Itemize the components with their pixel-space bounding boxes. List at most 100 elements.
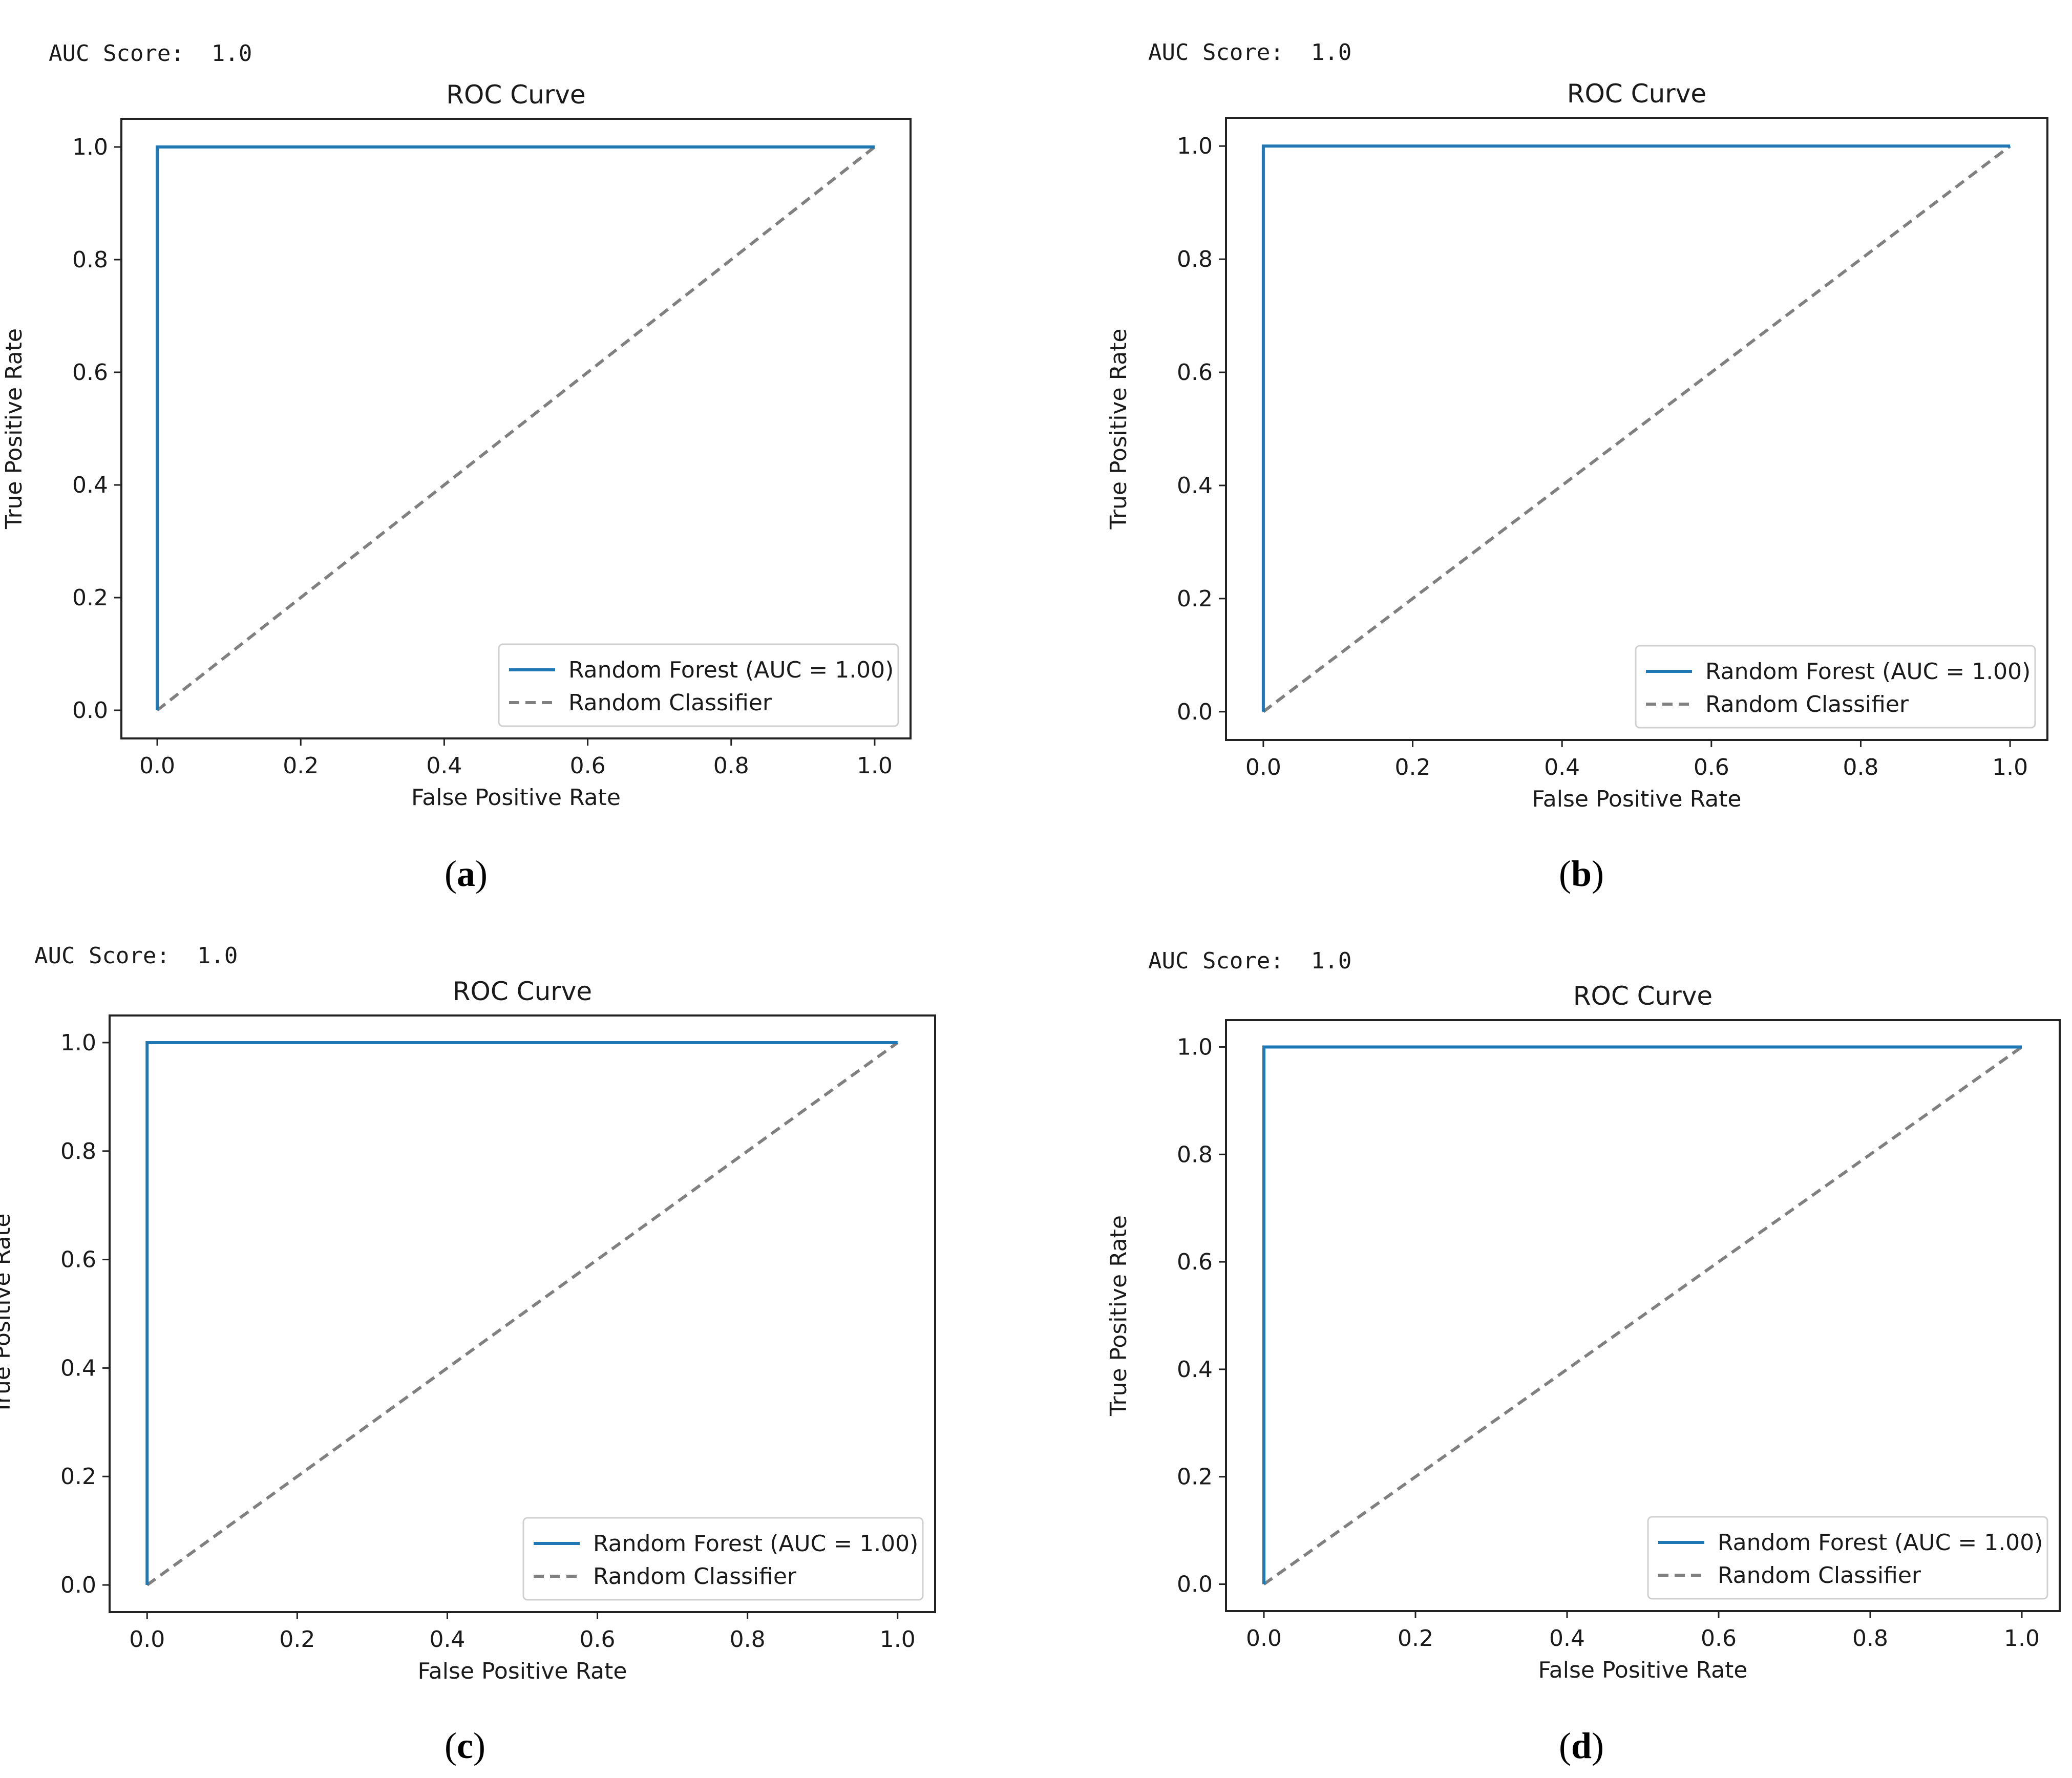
x-axis-label: False Positive Rate — [418, 1658, 627, 1684]
auc-score-label: AUC Score: — [1148, 39, 1284, 66]
random-classifier-line — [1262, 144, 2011, 713]
x-tick-label: 0.4 — [429, 1626, 465, 1653]
legend-label: Random Forest (AUC = 1.00) — [1718, 1530, 2043, 1556]
y-tick-label: 0.2 — [60, 1464, 96, 1490]
y-tick-label: 0.6 — [72, 359, 108, 386]
y-tick-label: 0.8 — [1177, 1141, 1213, 1168]
chart-title: ROC Curve — [446, 80, 585, 110]
y-axis-label: True Positive Rate — [0, 1214, 15, 1415]
caption-letter: b — [1571, 853, 1592, 894]
auc-score-label: AUC Score: — [34, 943, 170, 969]
y-tick-label: 1.0 — [1177, 133, 1213, 159]
x-tick-label: 0.6 — [1694, 754, 1729, 780]
y-tick-label: 0.4 — [1177, 1357, 1213, 1383]
roc-chart-c: ROC Curve 0.0 0.2 0.4 0.6 0.8 1.0 0.0 0.2 0.4 0.6 0… — [0, 977, 936, 1684]
random-forest-roc-line — [156, 145, 875, 710]
caption-letter: d — [1571, 1725, 1592, 1766]
y-tick-label: 1.0 — [72, 134, 108, 160]
y-tick-label: 1.0 — [60, 1030, 96, 1056]
x-axis-label: False Positive Rate — [1532, 786, 1742, 812]
legend-label: Random Classifier — [1718, 1562, 1921, 1589]
x-tick-label: 0.2 — [1395, 754, 1431, 780]
random-classifier-line — [146, 1041, 899, 1586]
x-tick-label: 0.4 — [426, 753, 462, 779]
axes-frame — [109, 1014, 936, 1613]
caption-letter: a — [456, 853, 475, 894]
y-tick-label: 0.4 — [72, 472, 108, 498]
y-axis-label: True Positive Rate — [1106, 1215, 1132, 1416]
chart-title: ROC Curve — [1573, 981, 1712, 1011]
caption-c: (c) — [445, 1725, 485, 1766]
axes-frame — [120, 118, 912, 739]
x-tick-label: 0.0 — [1245, 754, 1281, 780]
random-classifier-line — [156, 145, 876, 712]
legend-label: Random Forest (AUC = 1.00) — [568, 657, 894, 683]
y-tick-label: 0.2 — [72, 585, 108, 611]
x-tick-label: 0.0 — [129, 1626, 165, 1653]
auc-score-line-a: AUC Score: 1.0 — [22, 14, 252, 67]
legend-label: Random Classifier — [568, 690, 772, 716]
y-tick-label: 0.0 — [60, 1572, 96, 1598]
y-tick-label: 0.6 — [1177, 359, 1213, 386]
y-tick-label: 0.8 — [1177, 246, 1213, 272]
auc-score-value: 1.0 — [211, 40, 252, 67]
legend-box — [522, 1517, 924, 1601]
x-tick-label: 0.4 — [1549, 1625, 1585, 1652]
chart-title: ROC Curve — [453, 977, 592, 1006]
auc-score-line-d: AUC Score: 1.0 — [1121, 922, 1351, 974]
x-axis-label: False Positive Rate — [1538, 1657, 1748, 1683]
x-tick-label: 0.8 — [730, 1626, 766, 1653]
y-tick-label: 0.6 — [60, 1247, 96, 1273]
auc-score-line-c: AUC Score: 1.0 — [7, 917, 238, 969]
legend-box — [498, 643, 899, 727]
legend-label: Random Classifier — [593, 1563, 797, 1590]
y-tick-label: 0.8 — [72, 247, 108, 273]
x-tick-label: 0.2 — [1398, 1625, 1433, 1652]
x-tick-label: 0.6 — [1701, 1625, 1737, 1652]
x-tick-label: 1.0 — [1992, 754, 2028, 780]
auc-score-value: 1.0 — [197, 943, 238, 969]
x-tick-label: 0.0 — [1246, 1625, 1282, 1652]
auc-score-value: 1.0 — [1310, 948, 1352, 974]
x-tick-label: 0.8 — [1843, 754, 1878, 780]
caption-a: (a) — [445, 853, 488, 894]
chart-title: ROC Curve — [1567, 79, 1706, 109]
caption-b: (b) — [1559, 853, 1604, 894]
random-forest-roc-line — [1261, 144, 2011, 712]
y-tick-label: 0.8 — [60, 1138, 96, 1165]
x-tick-label: 0.4 — [1544, 754, 1580, 780]
x-tick-label: 0.8 — [1852, 1625, 1888, 1652]
y-axis-label: True Positive Rate — [1, 328, 27, 530]
auc-score-label: AUC Score: — [1148, 948, 1284, 974]
x-tick-label: 0.0 — [139, 753, 175, 779]
random-forest-roc-line — [1262, 1045, 2022, 1584]
x-tick-label: 1.0 — [857, 753, 893, 779]
auc-score-line-b: AUC Score: 1.0 — [1121, 13, 1351, 66]
random-forest-roc-line — [145, 1041, 898, 1585]
y-tick-label: 0.0 — [72, 697, 108, 724]
y-axis-label: True Positive Rate — [1106, 329, 1132, 530]
x-tick-label: 1.0 — [2004, 1625, 2040, 1652]
auc-score-label: AUC Score: — [48, 40, 184, 67]
caption-letter: c — [456, 1725, 473, 1766]
roc-chart-b: ROC Curve 0.0 0.2 0.4 0.6 0.8 1.0 0.0 0.2 0.4 0.6 0… — [1106, 79, 2048, 812]
legend-box — [1635, 645, 2036, 729]
auc-score-value: 1.0 — [1310, 39, 1352, 66]
legend-box — [1647, 1516, 2048, 1600]
x-tick-label: 0.6 — [580, 1626, 616, 1653]
caption-d: (d) — [1559, 1725, 1604, 1766]
x-tick-label: 0.2 — [279, 1626, 315, 1653]
axes-frame — [1225, 1019, 2061, 1612]
legend-label: Random Classifier — [1705, 691, 1909, 717]
y-tick-label: 0.0 — [1177, 1572, 1213, 1598]
axes-frame — [1225, 117, 2048, 741]
y-tick-label: 0.2 — [1177, 1464, 1213, 1490]
random-classifier-line — [1263, 1046, 2023, 1585]
legend-label: Random Forest (AUC = 1.00) — [1705, 659, 2031, 685]
legend-label: Random Forest (AUC = 1.00) — [593, 1531, 918, 1557]
y-tick-label: 0.4 — [60, 1355, 96, 1381]
x-tick-label: 0.8 — [713, 753, 749, 779]
x-tick-label: 0.2 — [283, 753, 319, 779]
y-tick-label: 0.2 — [1177, 586, 1213, 612]
